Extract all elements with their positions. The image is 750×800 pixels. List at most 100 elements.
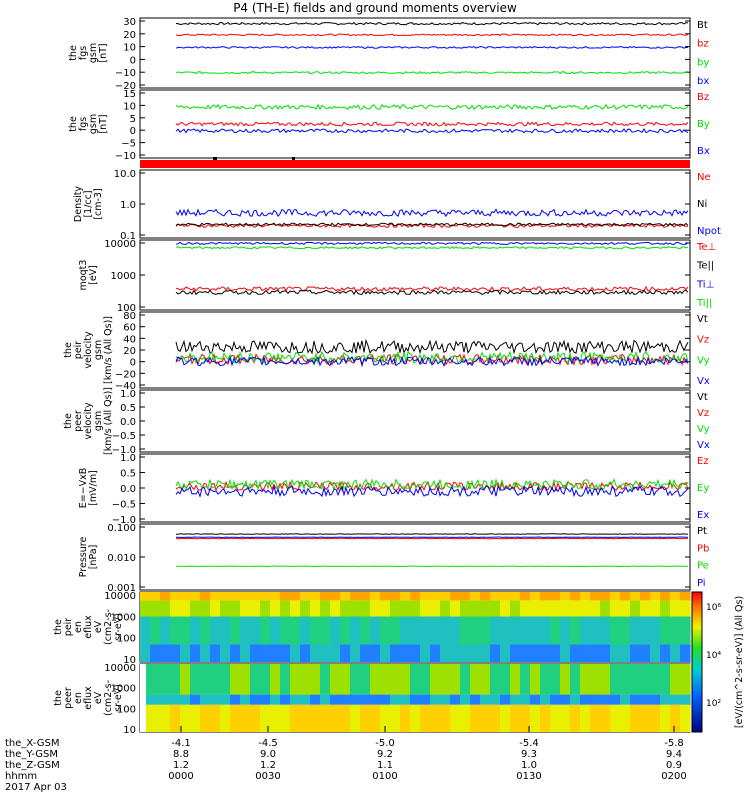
panel-9-ylabel-line: en	[73, 621, 84, 633]
panel-5-legend-Vy: Vy	[697, 355, 710, 366]
panel-10-ylabel-line: eflux	[83, 686, 94, 710]
panel-10-cell	[580, 704, 591, 732]
panel-3-frame	[139, 169, 691, 239]
panel-10-cell	[310, 694, 321, 705]
panel-9-cell	[330, 592, 341, 601]
panel-5-series-Vx	[175, 355, 689, 368]
panel-9-cell	[600, 600, 611, 617]
panel-9-cell	[410, 600, 421, 617]
panel-2-ytick-label: −10	[115, 151, 136, 162]
panel-9-cell	[250, 616, 261, 645]
panel-10-cell	[200, 694, 211, 705]
panel-9-cell	[420, 592, 431, 601]
panel-9-cell	[390, 616, 401, 645]
panel-10-cell	[390, 664, 401, 695]
panel-1-legend-bx: bx	[697, 76, 709, 87]
panel-9-cell	[260, 644, 271, 662]
panel-9-cell	[610, 592, 621, 601]
panel-9-cell	[660, 592, 671, 601]
panel-9-cell	[260, 592, 271, 601]
panel-10-cell	[270, 694, 281, 705]
panel-10-cell	[500, 704, 511, 732]
panel-10-cell	[530, 664, 541, 695]
footer-t-4: 0200	[661, 771, 687, 782]
panel-9-cell	[280, 592, 291, 601]
panel-10-cell	[460, 694, 471, 705]
panel-7-legend-Ez: Ez	[697, 456, 709, 467]
panel-4-legend-Ti||: Ti||	[696, 298, 712, 309]
panel-9-cell	[160, 592, 171, 601]
panel-10-ylabel: the peer en eflux eV (cm2-s-sr-eV)	[53, 680, 124, 716]
panel-7-ytick-label: 1.0	[120, 453, 136, 464]
footer-y-2: 9.2	[377, 749, 393, 760]
panel-10-cell	[490, 694, 501, 705]
colorbar-tick-label: 10⁴	[706, 651, 721, 661]
panel-1-ytick-label: −10	[115, 68, 136, 79]
panel-1-ylabel-line: [nT]	[98, 43, 109, 62]
panel-10-cell	[370, 704, 381, 732]
footer-t-2: 0100	[372, 771, 398, 782]
panel-10-cell	[200, 704, 211, 732]
panel-10-ytick-label: 10	[123, 725, 136, 736]
panel-2-ylabel-line: the	[68, 116, 79, 132]
panel-10-cell	[520, 694, 531, 705]
colorbar-label-text: [eV/(cm^2-s-sr-eV)] (All Qs)	[734, 596, 745, 728]
panel-10-cell	[460, 664, 471, 695]
panel-9-cell	[680, 592, 691, 601]
panel-9-cell	[530, 600, 541, 617]
panel-10-cell	[660, 694, 671, 705]
panel-2-ytick-label: 0	[130, 126, 136, 137]
panel-10-cell	[540, 694, 551, 705]
panel-6-legend-Vy: Vy	[697, 424, 710, 435]
panel-10-cell	[230, 694, 241, 705]
panel-2-ytick-label: 10	[123, 101, 136, 112]
colorbar	[691, 591, 703, 733]
panel-10-cell	[470, 704, 481, 732]
panel-9-cell	[610, 616, 621, 645]
panel-10-cell	[370, 664, 381, 695]
panel-10-cell	[520, 664, 531, 695]
panel-2-frame	[139, 89, 691, 159]
panel-9-cell	[570, 644, 581, 662]
panel-9-cell	[620, 592, 631, 601]
footer-col-3: -5.4 9.3 1.0 0130	[516, 738, 541, 782]
panel-9-cell	[350, 592, 361, 601]
panel-10-cell	[490, 664, 501, 695]
panel-7-legend-Ex: Ex	[697, 510, 709, 521]
panel-9-cell	[320, 644, 331, 662]
panel-9-cell	[340, 616, 351, 645]
panel-9-cell	[270, 616, 281, 645]
panel-9-cell	[490, 616, 501, 645]
panel-10-cell	[270, 664, 281, 695]
footer-label-z: the_Z-GSM	[5, 760, 60, 771]
panel-9-cell	[530, 644, 541, 662]
panel-10-cell	[320, 664, 331, 695]
panel-9-cell	[680, 644, 691, 662]
panel-6-ylabel-line: [km/s (All Qs)]	[103, 387, 114, 455]
panel-10-cell	[220, 694, 231, 705]
panel-5-ytick-label: −20	[115, 369, 136, 380]
footer-z-4: 0.9	[666, 760, 682, 771]
panel-10-cell	[250, 694, 261, 705]
footer-label-date: 2017 Apr 03	[5, 782, 67, 793]
panel-10-cell	[680, 664, 691, 695]
panel-9-cell	[430, 592, 441, 601]
panel-9-cell	[390, 600, 401, 617]
panel-9-ylabel: the peir en eflux eV (cm2-s-sr-eV)	[53, 609, 124, 645]
panel-10-cell	[150, 664, 161, 695]
panel-9-cell	[510, 616, 521, 645]
panel-9-cell	[260, 616, 271, 645]
footer-z-2: 1.1	[377, 760, 393, 771]
panel-10-cell	[620, 664, 631, 695]
panel-6-legend-Vx: Vx	[697, 440, 710, 451]
panel-3-ytick-label: 10.0	[114, 169, 136, 180]
panel-9-cell	[510, 644, 521, 662]
panel-9-cell	[200, 600, 211, 617]
panel-6-frame	[139, 389, 691, 453]
panel-9-cell	[230, 600, 241, 617]
panel-10-cell	[190, 704, 201, 732]
panel-9-cell	[210, 644, 221, 662]
panel-10-cell	[220, 664, 231, 695]
panel-9-cell	[240, 600, 251, 617]
panel-9-cell	[380, 644, 391, 662]
